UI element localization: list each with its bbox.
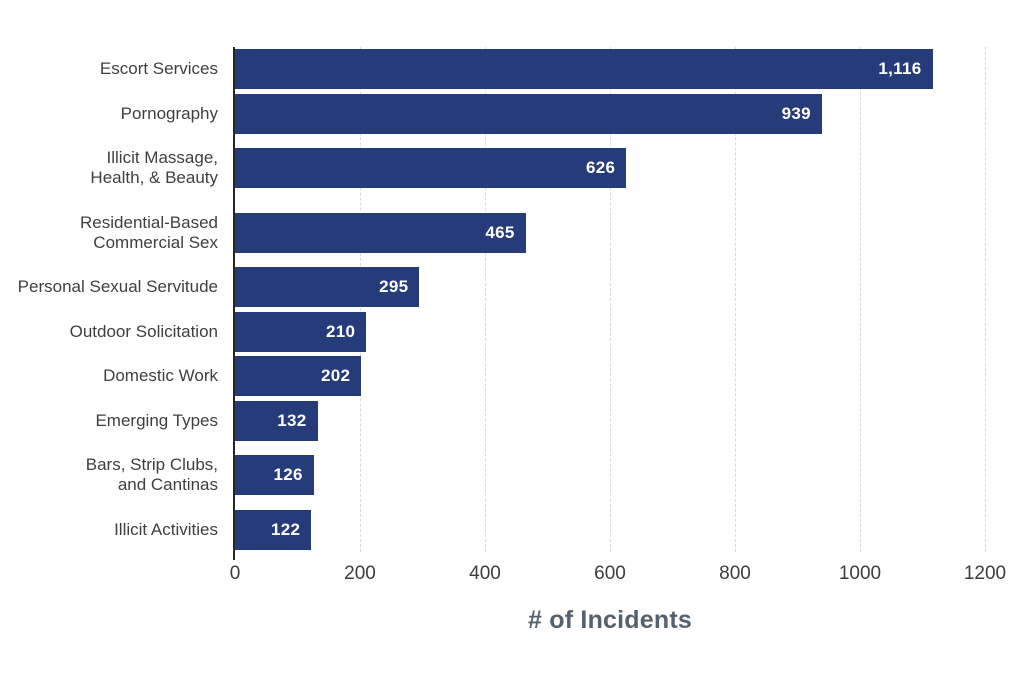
x-tick-label-200: 200 [344, 563, 376, 584]
x-tick-label-800: 800 [719, 563, 751, 584]
bar-track: 1,116 [235, 47, 985, 91]
bar: 939 [235, 93, 822, 134]
category-label: Residential-Based Commercial Sex [80, 212, 218, 252]
category-label: Illicit Massage, Health, & Beauty [90, 148, 218, 188]
x-tick-label-400: 400 [469, 563, 501, 584]
category-label: Illicit Activities [114, 519, 218, 539]
gridline-1000 [860, 47, 861, 552]
chart-row: Emerging Types 132 [0, 398, 1024, 442]
bar: 122 [235, 509, 312, 550]
gridline-400 [485, 47, 486, 552]
value-label: 210 [325, 321, 356, 341]
chart-row: Pornography 939 [0, 91, 1024, 135]
x-tick-label-1000: 1000 [838, 563, 882, 584]
bar: 1,116 [235, 49, 933, 90]
chart-row: Bars, Strip Clubs, and Cantinas 126 [0, 443, 1024, 508]
x-axis-title: # of Incidents [528, 606, 692, 634]
value-label: 202 [320, 366, 351, 386]
chart-row: Residential-Based Commercial Sex 465 [0, 201, 1024, 266]
value-label: 295 [379, 277, 409, 297]
category-label: Emerging Types [95, 410, 218, 430]
category-label: Domestic Work [103, 366, 218, 386]
bar: 132 [235, 400, 318, 441]
value-label: 465 [485, 222, 515, 242]
bar: 295 [235, 267, 420, 308]
category-label: Bars, Strip Clubs, and Cantinas [85, 455, 218, 495]
value-label: 132 [277, 410, 307, 430]
bar: 465 [235, 212, 526, 253]
chart-row: Personal Sexual Servitude 295 [0, 265, 1024, 309]
bar: 126 [235, 455, 314, 496]
chart-row: Escort Services 1,116 [0, 47, 1024, 91]
chart-row: Outdoor Solicitation 210 [0, 310, 1024, 354]
y-axis-line [233, 47, 235, 560]
bar: 626 [235, 148, 627, 189]
category-label: Escort Services [99, 59, 218, 79]
category-label: Personal Sexual Servitude [17, 277, 218, 297]
chart-row: Illicit Activities 122 [0, 508, 1024, 552]
bar-track: 202 [235, 354, 985, 398]
bar: 202 [235, 356, 362, 397]
chart-row: Illicit Massage, Health, & Beauty 626 [0, 136, 1024, 201]
x-tick-label-600: 600 [594, 563, 626, 584]
bar-track: 939 [235, 91, 985, 135]
gridline-1200 [985, 47, 986, 552]
chart-rows: Escort Services 1,116 Pornography 939 Illici… [0, 47, 1024, 552]
category-label: Outdoor Solicitation [69, 321, 218, 341]
bar-track: 132 [235, 398, 985, 442]
bar-track: 122 [235, 508, 985, 552]
x-tick-label-0: 0 [229, 563, 241, 584]
chart-row: Domestic Work 202 [0, 354, 1024, 398]
value-label: 126 [273, 465, 303, 485]
bar-track: 465 [235, 201, 985, 266]
bar-track: 126 [235, 443, 985, 508]
gridline-800 [735, 47, 736, 552]
bar: 210 [235, 311, 367, 352]
x-tick-label-1200: 1200 [963, 563, 1007, 584]
value-label: 626 [585, 158, 616, 178]
gridline-600 [610, 47, 611, 552]
bar-track: 295 [235, 265, 985, 309]
bar-track: 210 [235, 310, 985, 354]
bar-track: 626 [235, 136, 985, 201]
value-label: 1,116 [878, 59, 922, 79]
value-label: 122 [270, 519, 301, 539]
x-axis-ticks: 0 200 400 600 800 1000 1200 [230, 563, 1006, 587]
category-label: Pornography [120, 103, 218, 123]
value-label: 939 [781, 103, 811, 123]
